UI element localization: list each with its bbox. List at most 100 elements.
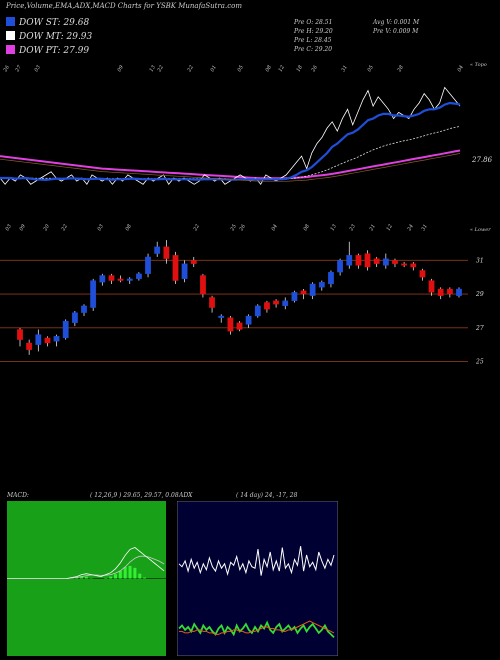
candle-body [81, 305, 87, 313]
legend-swatch-pt [6, 45, 15, 54]
candle-body [17, 329, 23, 340]
candle-body [117, 278, 124, 281]
candle-body [62, 320, 69, 339]
candle-body [355, 255, 362, 266]
panel2-date-tick: 09 [19, 223, 28, 232]
candles [17, 240, 462, 355]
stat-avg-volume: Avg V: 0.001 M [373, 19, 420, 26]
panel2-date-tick: 03 [97, 223, 105, 232]
adx-di-plus [178, 546, 335, 576]
macd-panel [7, 501, 166, 656]
candle-body [282, 300, 289, 307]
macd-histogram-bar [138, 573, 142, 579]
stat-pre-high: Pre H: 29.20 [294, 28, 333, 35]
panel1-date-tick: 28 [396, 64, 405, 73]
macd-lines [7, 547, 166, 579]
price-tick-label: 25 [475, 359, 484, 366]
legend-item-pt: DOW PT: 27.99 [6, 45, 89, 56]
candle-body [437, 288, 444, 296]
price-tick-label: 31 [476, 257, 484, 264]
price-ema-panel: 26 27 03 09 13 22 22 01 05 08 12 18 26 31 05 28 04 « Top… [0, 62, 493, 186]
candle-body [172, 255, 179, 281]
panel2-date-tick: 12 [386, 223, 394, 232]
panel1-date-tick: 26 [310, 64, 319, 74]
adx-di-minus [178, 620, 335, 638]
macd-histogram-bar [143, 577, 147, 579]
candle-body [446, 288, 453, 295]
adx-adx-line [179, 620, 335, 635]
candle-body [71, 312, 78, 323]
candle-body [108, 275, 115, 281]
macd-macd-line [66, 547, 165, 579]
panel2-date-tick: 22 [60, 223, 69, 232]
candle-body [373, 258, 380, 264]
panel1-date-tick: 04 [457, 64, 465, 73]
macd-histogram-bar [128, 565, 132, 579]
stat-pre-close: Pre C: 29.20 [294, 46, 333, 53]
panel2-date-tick: 03 [5, 223, 13, 232]
panel2-date-tick: 08 [125, 223, 133, 232]
panel1-date-tick: 05 [237, 64, 245, 73]
panel1-date-tick: 05 [367, 64, 375, 73]
macd-title: MACD: [7, 492, 29, 499]
series-line-ema-mt [0, 126, 461, 180]
macd-histogram-bar [75, 577, 79, 579]
price-gridlines: 31 29 27 25 [0, 257, 484, 366]
panel1-date-tick: 08 [265, 64, 273, 73]
panel2-date-tick: 23 [348, 223, 357, 232]
panel2-date-tick: 22 [192, 223, 201, 232]
panel1-date-ticks: 26 27 03 09 13 22 22 01 05 08 12 18 26 31 05 28 04 [2, 64, 465, 74]
series-line-ema-st [0, 101, 461, 182]
candle-body [456, 288, 462, 296]
candle-body [99, 275, 106, 283]
adx-title: ADX [179, 492, 193, 499]
panel2-corner-label: « Lower [470, 227, 491, 233]
price-tick-label: 27 [475, 325, 484, 332]
candle-body [190, 260, 197, 264]
adx-lines [178, 546, 335, 638]
candle-body [364, 253, 371, 268]
candle-body [428, 280, 435, 293]
candle-body [309, 283, 316, 296]
legend-item-mt: DOW MT: 29.93 [6, 31, 92, 42]
price-tick-label: 29 [475, 291, 484, 298]
candle-body [200, 275, 206, 295]
panel2-date-tick: 13 [330, 223, 338, 232]
series-line-ema-pt [0, 149, 461, 180]
series-line-price [0, 86, 461, 186]
panel2-date-tick: 08 [303, 223, 311, 232]
candle-body [44, 337, 51, 344]
legend-item-st: DOW ST: 29.68 [6, 17, 89, 28]
panel2-date-tick: 20 [42, 223, 51, 233]
candle-body [35, 334, 42, 345]
macd-histogram-bar [104, 577, 108, 579]
candle-body [401, 263, 408, 266]
candle-body [328, 271, 334, 285]
macd-params: ( 12,26,9 ) 29.65, 29.57, 0.08 [90, 492, 179, 499]
macd-histogram-bar [123, 566, 127, 579]
price-label: 27.86 [471, 156, 493, 164]
macd-signal-line [66, 555, 165, 579]
candle-body [264, 302, 270, 310]
panel2-date-tick: 24 [406, 223, 415, 232]
candle-body [236, 322, 243, 330]
candle-body [245, 315, 252, 325]
candle-body [90, 280, 97, 308]
panel2-date-ticks: 03 09 20 22 03 08 22 25 26 04 08 13 23 21 12 24 31 [5, 223, 429, 233]
panel1-date-tick: 31 [341, 64, 349, 73]
chart-title: Price,Volume,EMA,ADX,MACD Charts for YSB… [6, 2, 242, 10]
macd-histogram-bar [109, 576, 113, 579]
macd-histogram-bar [133, 567, 137, 579]
panel1-corner-label: « Topo [470, 62, 487, 68]
candle-body [53, 336, 60, 342]
candle-body [392, 260, 398, 264]
candle-body [346, 255, 353, 266]
adx-panel [177, 501, 338, 656]
macd-histogram-bar [84, 576, 88, 579]
price-ema-lines [0, 86, 461, 186]
candle-body [126, 278, 133, 281]
panel1-date-tick: 18 [296, 64, 304, 73]
panel2-date-tick: 25 [229, 223, 238, 232]
candle-body [410, 263, 417, 268]
candle-body [337, 260, 343, 273]
